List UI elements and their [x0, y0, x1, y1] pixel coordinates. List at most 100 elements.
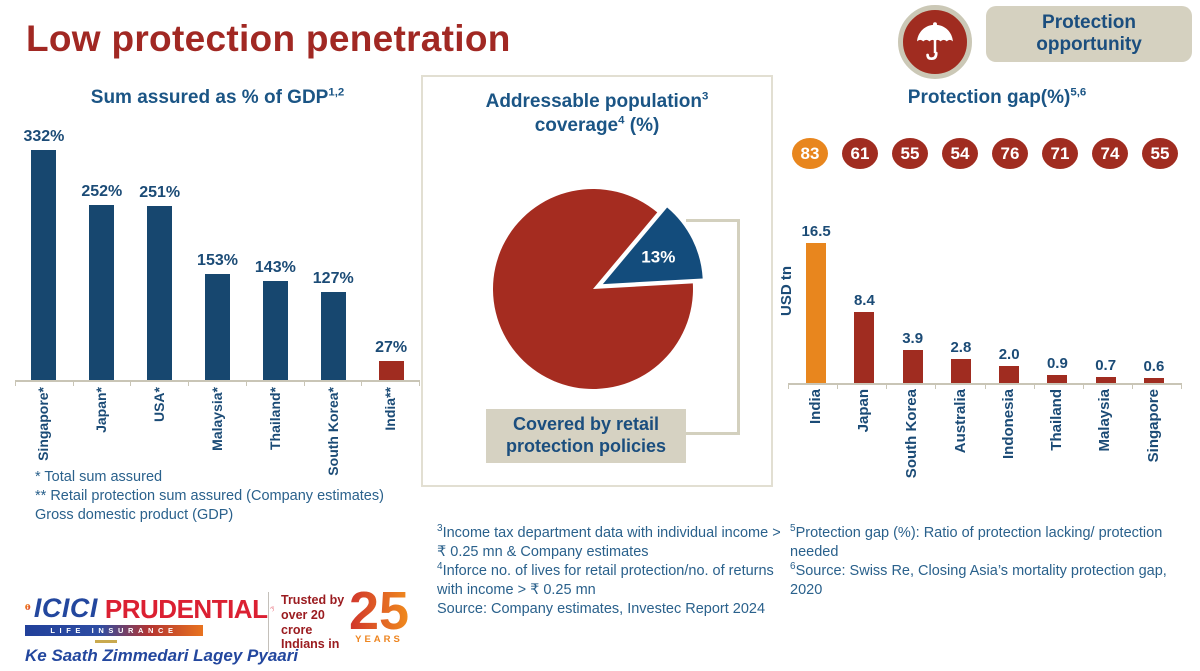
footnote-line: ** Retail protection sum assured (Compan…	[35, 488, 384, 504]
gap-circle: 76	[992, 138, 1028, 169]
bar-category: South Korea*	[304, 387, 362, 476]
bar-value-label: 8.4	[853, 291, 875, 309]
bar-value-label: 153%	[197, 251, 238, 269]
footnote-line: 6Source: Swiss Re, Closing Asia’s mortal…	[790, 561, 1167, 598]
logo-divider	[268, 592, 269, 652]
right-chart-axis	[788, 383, 1182, 390]
bar-japan	[854, 311, 875, 383]
middle-footnotes: 3Income tax department data with individ…	[437, 524, 783, 619]
addressable-population-panel: Addressable population3 coverage4 (%) 13…	[421, 75, 773, 487]
bar-southkorea	[320, 291, 346, 380]
bar-column: 0.7	[1082, 357, 1130, 383]
bar-column: 127%	[304, 270, 362, 380]
middle-title-line1: Addressable population	[485, 91, 703, 112]
bar-usa	[147, 205, 173, 380]
gap-circle: 54	[942, 138, 978, 169]
bar-india	[806, 243, 827, 383]
footnote-line: 3Income tax department data with individ…	[437, 523, 781, 560]
trusted-text: Trusted by over 20 crore Indians in	[281, 593, 345, 652]
bar-category-label: Japan*	[93, 386, 110, 433]
middle-title-line2: coverage	[534, 114, 619, 136]
axis-tick	[361, 381, 363, 386]
footnote-line: Source: Company estimates, Investec Repo…	[437, 601, 766, 617]
bar-value-label: 251%	[139, 183, 181, 201]
left-chart-axis	[15, 379, 420, 387]
icici-i-icon	[25, 603, 31, 611]
bar-category: Singapore	[1130, 389, 1178, 462]
bar-value-label: 0.9	[1046, 355, 1068, 373]
bar-value-label: 27%	[375, 339, 408, 357]
axis-tick	[1131, 385, 1133, 389]
footnote-superscript: 6	[790, 561, 796, 573]
bar-value-label: 3.9	[902, 329, 924, 347]
life-insurance-band: LIFE INSURANCE	[25, 625, 203, 636]
left-chart-title-superscript: 1,2	[328, 86, 345, 99]
umbrella-icon	[898, 5, 972, 79]
bar-category: Singapore*	[15, 387, 73, 461]
footnote-superscript: 4	[437, 561, 443, 573]
middle-chart-title: Addressable population3 coverage4 (%)	[423, 90, 771, 138]
bar-column: 3.9	[889, 330, 937, 383]
bar-column: 153%	[189, 252, 247, 380]
left-chart-title-text: Sum assured as % of GDP	[90, 87, 329, 108]
umbrella-glyph	[917, 22, 953, 61]
bar-southkorea	[902, 349, 923, 383]
bar-category-label: Thailand	[1048, 389, 1066, 451]
gap-circle: 61	[842, 138, 878, 169]
axis-tick	[935, 385, 937, 389]
prudential-wordmark: PRUDENTIAL	[104, 594, 268, 624]
axis-tick	[1181, 385, 1182, 389]
axis-tick	[837, 385, 839, 389]
axis-tick	[188, 381, 190, 386]
middle-title-superscript-4: 4	[618, 114, 625, 127]
bar-category-label: Indonesia	[999, 389, 1017, 460]
years-word: YEARS	[355, 634, 403, 645]
logo-tagline: Ke Saath Zimmedari Lagey Pyaari	[25, 646, 299, 665]
icici-wordmark: ICICI	[33, 593, 98, 623]
middle-title-superscript-3: 3	[702, 90, 709, 103]
right-chart-title-text: Protection gap(%)	[907, 87, 1071, 108]
left-footnotes: * Total sum assured ** Retail protection …	[35, 468, 427, 525]
bar-thailand	[1047, 375, 1068, 383]
bar-category-label: India**	[382, 386, 399, 431]
gold-dash	[95, 640, 117, 643]
protection-opportunity-badge: Protection opportunity	[986, 6, 1192, 62]
bar-singapore	[31, 149, 57, 380]
bar-value-label: 2.0	[998, 346, 1020, 363]
right-chart-title: Protection gap(%)5,6	[780, 86, 1190, 110]
bar-value-label: 332%	[23, 127, 65, 145]
page-title: Low protection penetration	[26, 18, 511, 59]
callout-label: Covered by retail protection policies	[486, 409, 686, 463]
bar-japan	[89, 205, 115, 380]
bar-category-label: Malaysia*	[208, 386, 225, 451]
axis-tick	[245, 381, 247, 386]
bar-category-label: Singapore*	[35, 386, 52, 461]
bar-india	[378, 361, 404, 380]
axis-tick	[1033, 385, 1035, 389]
bar-column: 27%	[362, 339, 420, 380]
bar-category: Japan*	[73, 387, 131, 433]
bar-category-label: USA*	[150, 386, 167, 422]
icici-prudential-logo: ICICI PRUDENTIAL LIFE INSURANCE Ke Saath…	[25, 589, 299, 666]
bar-column: 2.8	[937, 339, 985, 383]
bar-category-label: Thailand*	[266, 386, 283, 450]
bar-category-label: Malaysia	[1096, 389, 1114, 452]
bar-category-label: South Korea*	[324, 386, 341, 476]
bar-category: Thailand*	[246, 387, 304, 450]
axis-tick	[984, 385, 986, 389]
bar-singapore	[1143, 377, 1164, 383]
gap-percentage-circles: 83 61 55 54 76 71 74 55	[792, 138, 1178, 169]
bar-indonesia	[999, 366, 1020, 383]
gap-circle: 83	[792, 138, 828, 169]
axis-tick	[886, 385, 888, 389]
axis-tick	[130, 381, 132, 386]
bar-australia	[950, 359, 971, 383]
footnote-superscript: 5	[790, 523, 796, 535]
right-chart-bars: 16.5 8.4 3.9 2.8 2.0 0.9 0.7 0.6	[792, 223, 1178, 383]
bar-column: 16.5	[792, 223, 840, 383]
bar-category: Australia	[937, 389, 985, 453]
bar-column: 2.0	[985, 346, 1033, 383]
footnote-line: * Total sum assured	[35, 469, 163, 485]
left-chart-title: Sum assured as % of GDP1,2	[15, 86, 420, 110]
footnote-superscript: 3	[437, 523, 443, 535]
